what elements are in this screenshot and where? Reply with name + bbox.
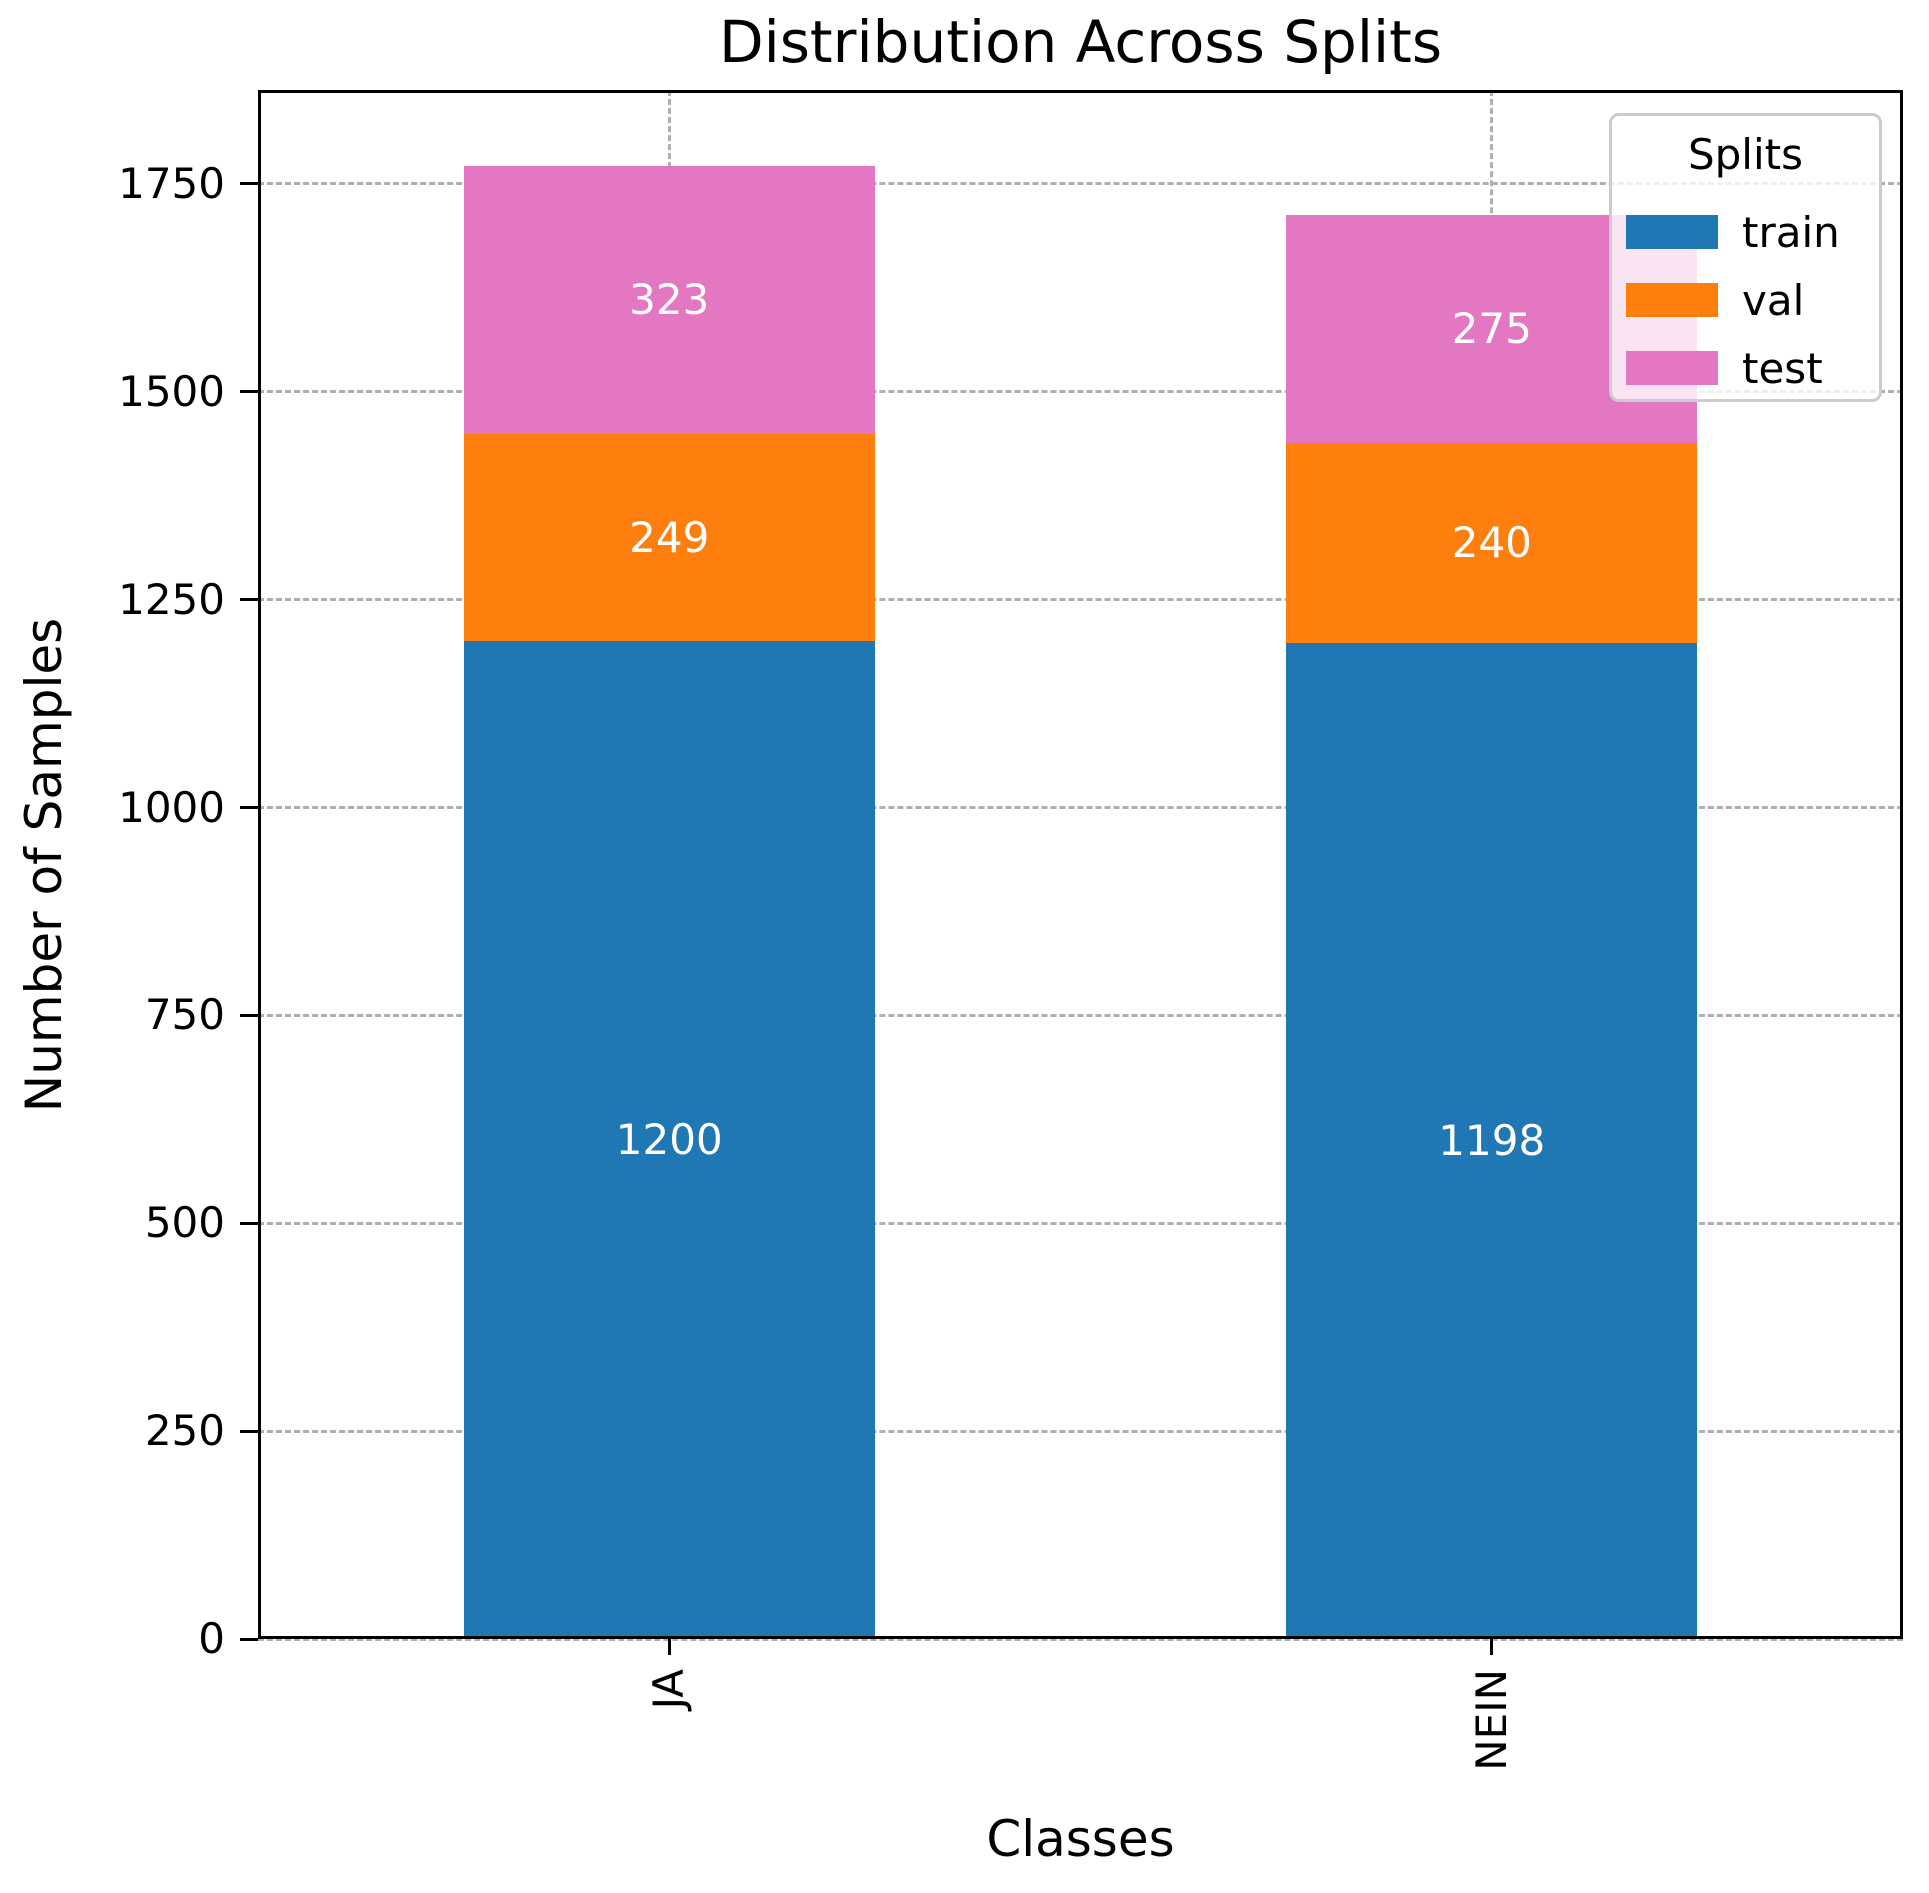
legend-item-val: val — [1612, 266, 1879, 334]
legend-swatch-val — [1626, 283, 1718, 317]
bar-segment-val — [1286, 443, 1698, 643]
y-tick-label: 250 — [144, 1406, 225, 1456]
y-tick-label: 1500 — [118, 366, 225, 416]
bar-segment-train — [463, 641, 875, 1639]
x-tick-mark — [667, 1639, 671, 1655]
legend-items: train val test — [1612, 198, 1879, 402]
legend-item-label: test — [1742, 343, 1823, 393]
legend: Splits train val test — [1609, 113, 1882, 402]
legend-swatch-train — [1626, 215, 1718, 249]
bar-value-label: 1198 — [1438, 1115, 1546, 1165]
bar-segment-test — [463, 165, 875, 435]
y-tick-mark — [240, 806, 258, 810]
bar-value-label: 275 — [1451, 304, 1532, 354]
x-axis-label: Classes — [986, 1810, 1175, 1868]
y-tick-mark — [240, 1221, 258, 1225]
x-tick-label: NEIN — [1466, 1669, 1516, 1771]
gridline-horizontal — [258, 1637, 1903, 1641]
gridline-horizontal — [258, 1221, 1903, 1225]
bar-segment-train — [1286, 642, 1698, 1639]
chart-title: Distribution Across Splits — [718, 8, 1443, 76]
gridline-horizontal — [258, 598, 1903, 602]
y-tick-mark — [240, 1637, 258, 1641]
y-tick-label: 1750 — [118, 158, 225, 208]
y-tick-label: 0 — [198, 1614, 225, 1663]
bar-value-label: 240 — [1451, 518, 1532, 568]
legend-swatch-test — [1626, 351, 1718, 385]
y-tick-label: 1000 — [118, 782, 225, 832]
bar-value-label: 323 — [629, 274, 710, 324]
x-tick-mark — [1490, 1639, 1494, 1655]
y-tick-label: 750 — [144, 990, 225, 1040]
bar-segment-val — [463, 434, 875, 642]
legend-item-label: val — [1742, 275, 1805, 325]
gridline-horizontal — [258, 182, 1903, 186]
legend-item-label: train — [1742, 207, 1840, 257]
x-tick-label: JA — [644, 1669, 694, 1710]
legend-item-test: test — [1612, 334, 1879, 402]
legend-item-train: train — [1612, 198, 1879, 266]
y-tick-mark — [240, 390, 258, 394]
y-tick-mark — [240, 1429, 258, 1433]
y-tick-label: 500 — [144, 1198, 225, 1248]
y-tick-label: 1250 — [118, 574, 225, 624]
bar-value-label: 249 — [629, 512, 710, 562]
gridline-horizontal — [258, 390, 1903, 394]
y-tick-mark — [240, 598, 258, 602]
bar-value-label: 1200 — [615, 1115, 723, 1165]
y-tick-mark — [240, 1013, 258, 1017]
gridline-horizontal — [258, 1013, 1903, 1017]
plot-area: 1200 249 323 1198 240 275 — [258, 90, 1903, 1641]
legend-title: Splits — [1687, 130, 1803, 179]
y-tick-mark — [240, 182, 258, 186]
gridline-horizontal — [258, 806, 1903, 810]
gridline-horizontal — [258, 1429, 1903, 1433]
